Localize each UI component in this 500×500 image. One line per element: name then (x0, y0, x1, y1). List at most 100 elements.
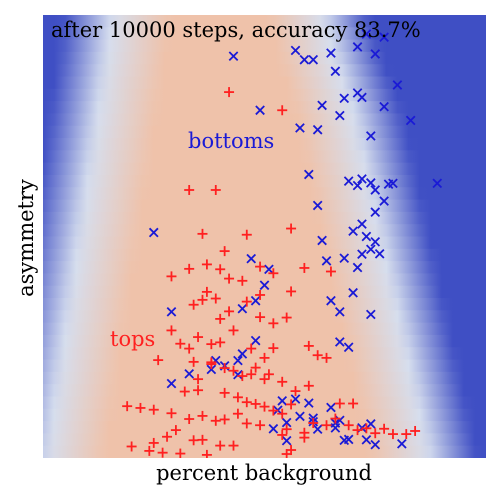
tops-point (126, 441, 137, 452)
bottoms-point (233, 369, 243, 380)
bottoms-point (330, 66, 341, 77)
bottoms-point (352, 42, 363, 52)
tops-point (286, 445, 297, 456)
surface-strip (43, 187, 486, 201)
surface-strip (43, 384, 486, 398)
tops-point (193, 332, 204, 343)
bottoms-point (317, 100, 327, 111)
tops-point (197, 434, 208, 445)
surface-strip (43, 27, 486, 41)
plot-area (43, 15, 486, 458)
tops-point (201, 286, 212, 297)
tops-point (166, 271, 177, 282)
tops-point (215, 337, 226, 348)
bottoms-point (281, 435, 292, 446)
bottoms-point (321, 256, 332, 266)
surface-strip (43, 261, 486, 275)
bottoms-point (264, 264, 274, 275)
tops-point (188, 299, 199, 310)
y-axis-label: asymmetry (14, 179, 38, 297)
bottoms-point (343, 342, 354, 353)
bottoms-point (334, 337, 345, 347)
tops-point (224, 273, 235, 284)
tops-point (215, 264, 226, 275)
tops-point (325, 266, 336, 277)
tops-point (166, 408, 177, 419)
bottoms-point (365, 131, 376, 141)
bottoms-point (250, 335, 261, 346)
surface-strip (43, 298, 486, 311)
tops-point (255, 420, 266, 431)
tops-point (241, 418, 252, 429)
bottoms-point (317, 235, 327, 246)
bottoms-point (370, 49, 381, 59)
tops-point (321, 352, 332, 363)
bottoms-point (379, 196, 389, 206)
tops-point (308, 418, 319, 429)
tops-point (135, 402, 146, 413)
tops-point (241, 397, 252, 408)
bottoms-point (237, 303, 248, 314)
tops-point (379, 423, 390, 434)
bottoms-point (303, 169, 314, 180)
chart-title: after 10000 steps, accuracy 83.7% (51, 18, 421, 42)
bottoms-point (268, 423, 279, 434)
tops-point (303, 380, 314, 391)
bottoms-point (388, 178, 398, 189)
surface-strip (43, 64, 486, 78)
surface-strip (43, 248, 486, 262)
tops-point (153, 355, 164, 366)
surface-strip (43, 334, 486, 348)
tops-point (206, 357, 217, 368)
tops-point (277, 105, 288, 116)
bottoms-point (379, 101, 389, 112)
tops-point (197, 228, 208, 239)
data-markers (122, 29, 443, 458)
tops-point (219, 246, 230, 257)
bottoms-point (348, 226, 358, 237)
bottoms-point (339, 253, 350, 264)
tops-point (193, 374, 204, 385)
surface-strip (43, 236, 486, 250)
bottoms-point (326, 402, 336, 413)
bottoms-point (357, 249, 367, 260)
bottoms-point (326, 48, 336, 58)
bottoms-point (233, 355, 243, 366)
tops-point (281, 312, 292, 323)
surface-strip (43, 51, 486, 65)
surface-strip (43, 15, 486, 28)
surface-strip (43, 211, 486, 225)
bottoms-point (432, 178, 443, 189)
bottoms-point (312, 424, 323, 435)
surface-strip (43, 433, 486, 447)
bottoms-point (334, 306, 345, 317)
bottoms-point (281, 417, 292, 428)
surface-strip (43, 150, 486, 164)
surface-strip (43, 224, 486, 238)
decision-surface-strips (43, 15, 486, 458)
tops-point (312, 350, 323, 361)
tops-point (148, 437, 159, 448)
surface-strip (43, 421, 486, 434)
tops-point (303, 340, 314, 351)
bottoms-point (370, 185, 381, 195)
bottoms-point (312, 124, 323, 135)
tops-point (162, 431, 173, 442)
bottoms-point (312, 200, 323, 211)
bottoms-point (295, 411, 305, 422)
tops-point (157, 447, 168, 458)
annotation-bottoms: bottoms (188, 129, 274, 153)
bottoms-point (334, 110, 345, 121)
surface-strip (43, 125, 486, 139)
tops-point (210, 184, 221, 195)
bottoms-point (290, 45, 301, 56)
bottoms-point (326, 295, 336, 306)
tops-point (184, 414, 195, 425)
tops-point (348, 398, 359, 409)
surface-strip (43, 174, 486, 188)
tops-point (175, 338, 186, 349)
bottoms-point (277, 396, 288, 406)
tops-point (281, 424, 292, 435)
bottoms-point (361, 231, 372, 242)
bottoms-point (365, 419, 376, 429)
